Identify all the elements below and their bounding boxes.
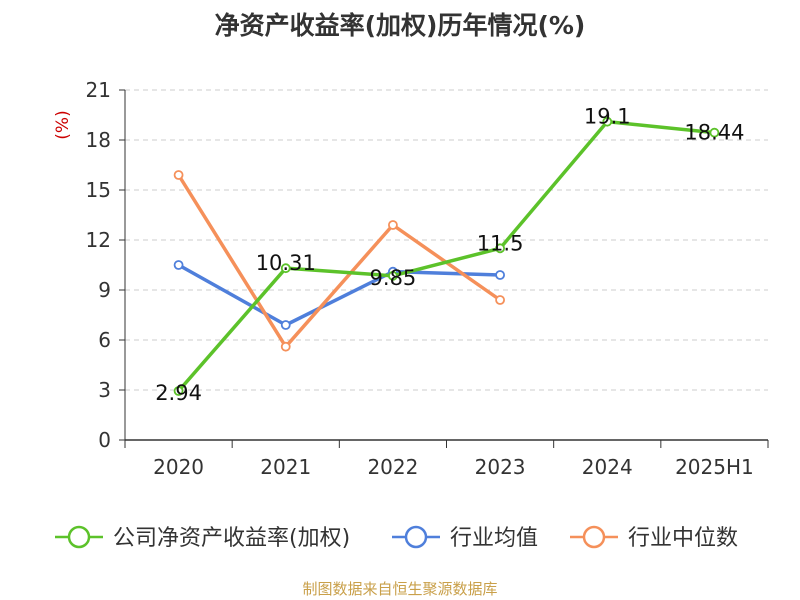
x-tick-label: 2023: [475, 455, 526, 479]
data-point[interactable]: [280, 341, 291, 352]
data-label: 19.1: [584, 105, 631, 129]
y-tick-label: 18: [86, 128, 111, 152]
axes: 0 3 6 9 12 15 18 21 (%) 2020 2021 2022 2023 2024 2025H…: [53, 78, 769, 479]
data-point[interactable]: [709, 127, 720, 138]
legend-item[interactable]: 行业均值: [450, 526, 538, 551]
y-tick-label: 9: [98, 278, 111, 302]
y-tick-label: 21: [86, 78, 111, 102]
data-point[interactable]: [173, 260, 184, 270]
legend-marker: [582, 525, 606, 549]
legend-item[interactable]: 公司净资产收益率(加权): [113, 526, 350, 551]
y-tick-label: 12: [86, 228, 111, 252]
data-point[interactable]: [602, 116, 613, 127]
series-line: [177, 119, 715, 393]
data-point[interactable]: [280, 263, 291, 274]
data-point[interactable]: [280, 320, 291, 330]
chart-title: 净资产收益率(加权)历年情况(%): [214, 11, 586, 40]
source-note: 制图数据来自恒生聚源数据库: [302, 580, 498, 598]
data-point[interactable]: [495, 243, 505, 254]
legend-item[interactable]: 行业中位数: [628, 526, 738, 551]
data-label: 2.94: [155, 381, 202, 405]
data-label: 9.85: [370, 266, 417, 290]
series-line: [177, 263, 501, 327]
data-label: 10.31: [256, 251, 316, 275]
x-tick-label: 2025H1: [675, 455, 754, 479]
x-tick-label: 2024: [582, 455, 633, 479]
legend-marker: [67, 525, 91, 549]
data-point[interactable]: [173, 170, 184, 180]
x-tick-label: 2021: [260, 455, 311, 479]
data-point[interactable]: [495, 295, 505, 305]
y-axis-label: (%): [53, 110, 73, 139]
y-tick-label: 0: [98, 428, 111, 452]
y-tick-label: 15: [86, 178, 111, 202]
legend[interactable]: 公司净资产收益率(加权) 行业均值 行业中位数: [55, 525, 738, 551]
legend-marker: [404, 525, 428, 549]
data-point[interactable]: [495, 270, 505, 280]
data-point[interactable]: [388, 220, 398, 230]
x-tick-label: 2020: [153, 455, 204, 479]
series-lines: [173, 116, 720, 396]
data-label: 18.44: [684, 121, 744, 145]
data-point[interactable]: [173, 386, 184, 396]
x-tick-label: 2022: [367, 455, 418, 479]
grid-lines: [125, 89, 768, 391]
y-tick-label: 6: [98, 328, 111, 352]
data-labels: 2.94 10.31 9.85 11.5 19.1 18.44: [155, 105, 744, 405]
data-point[interactable]: [388, 270, 398, 281]
y-tick-label: 3: [98, 378, 111, 402]
data-label: 11.5: [477, 231, 524, 255]
